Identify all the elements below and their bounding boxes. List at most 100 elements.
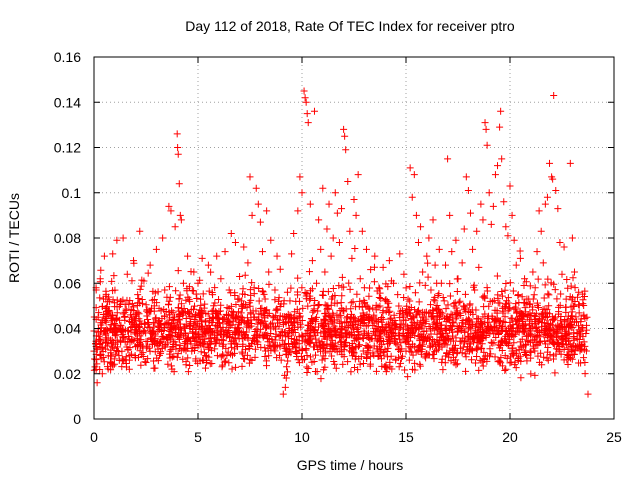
data-point-cloud bbox=[197, 307, 205, 315]
data-point bbox=[568, 234, 576, 242]
data-point-cloud bbox=[445, 353, 453, 361]
data-point-cloud bbox=[101, 327, 109, 335]
data-point-cloud bbox=[250, 334, 258, 342]
data-point-cloud bbox=[276, 303, 284, 311]
data-point-cloud bbox=[532, 325, 540, 333]
data-point-cloud bbox=[395, 302, 403, 310]
y-axis-label: ROTI / TECUs bbox=[6, 193, 22, 283]
data-point-cloud bbox=[135, 295, 143, 303]
data-point-cloud bbox=[446, 280, 454, 288]
data-point-cloud bbox=[415, 298, 423, 306]
data-point-cloud bbox=[225, 323, 233, 331]
data-point-cloud bbox=[485, 318, 493, 326]
data-point bbox=[136, 227, 144, 235]
data-point-cloud bbox=[412, 311, 420, 319]
data-point-cloud bbox=[237, 297, 245, 305]
data-point-cloud bbox=[477, 318, 485, 326]
data-point-cloud bbox=[409, 351, 417, 359]
data-point-cloud bbox=[466, 300, 474, 308]
data-point-cloud bbox=[460, 306, 468, 314]
data-points bbox=[90, 87, 592, 398]
data-point-cloud bbox=[333, 345, 341, 353]
data-point-cloud bbox=[138, 276, 146, 284]
data-point-cloud bbox=[407, 309, 415, 317]
data-point-cloud bbox=[356, 341, 364, 349]
data-point-cloud bbox=[359, 315, 367, 323]
data-point-cloud bbox=[205, 287, 213, 295]
data-point-cloud bbox=[101, 316, 109, 324]
data-point-cloud bbox=[453, 350, 461, 358]
x-tick-label: 5 bbox=[194, 429, 202, 445]
data-point-cloud bbox=[426, 309, 434, 317]
data-point-cloud bbox=[544, 333, 552, 341]
data-point-cloud bbox=[576, 347, 584, 355]
data-point-cloud bbox=[411, 359, 419, 367]
data-point-cloud bbox=[181, 330, 189, 338]
data-point-cloud bbox=[321, 363, 329, 371]
data-point-cloud bbox=[566, 351, 574, 359]
data-point-cloud bbox=[253, 333, 261, 341]
data-point-cloud bbox=[467, 346, 475, 354]
data-point-cloud bbox=[439, 293, 447, 301]
data-point-cloud bbox=[135, 310, 143, 318]
data-point-cloud bbox=[480, 329, 488, 337]
data-point bbox=[367, 266, 375, 274]
data-point-cloud bbox=[130, 259, 138, 267]
data-point-cloud bbox=[382, 363, 390, 371]
data-point-cloud bbox=[390, 311, 398, 319]
data-point-cloud bbox=[488, 324, 496, 332]
data-point-cloud bbox=[464, 307, 472, 315]
data-point bbox=[271, 286, 279, 294]
data-point-cloud bbox=[113, 309, 121, 317]
data-point bbox=[341, 132, 349, 140]
data-point bbox=[213, 252, 221, 260]
data-point-cloud bbox=[559, 335, 567, 343]
data-point-cloud bbox=[96, 294, 104, 302]
data-point-cloud bbox=[536, 358, 544, 366]
data-point-cloud bbox=[553, 295, 561, 303]
data-point-cloud bbox=[348, 315, 356, 323]
data-point-cloud bbox=[276, 265, 284, 273]
data-point-cloud bbox=[128, 337, 136, 345]
data-point-cloud bbox=[146, 307, 154, 315]
data-point-cloud bbox=[232, 301, 240, 309]
data-point-cloud bbox=[575, 301, 583, 309]
data-point-cloud bbox=[475, 366, 483, 374]
data-point bbox=[304, 119, 312, 127]
x-tick-label: 15 bbox=[398, 429, 414, 445]
data-point-cloud bbox=[283, 368, 291, 376]
data-point-cloud bbox=[166, 333, 174, 341]
data-point-cloud bbox=[182, 296, 190, 304]
data-point-cloud bbox=[387, 277, 395, 285]
data-point-cloud bbox=[565, 330, 573, 338]
data-point bbox=[123, 270, 131, 278]
data-point-cloud bbox=[387, 314, 395, 322]
data-point-cloud bbox=[370, 311, 378, 319]
data-point bbox=[313, 279, 321, 287]
data-point-cloud bbox=[201, 318, 209, 326]
data-point-cloud bbox=[144, 355, 152, 363]
data-point-cloud bbox=[496, 344, 504, 352]
data-point-cloud bbox=[430, 350, 438, 358]
data-point-cloud bbox=[328, 352, 336, 360]
data-point-cloud bbox=[210, 302, 218, 310]
data-point bbox=[325, 200, 333, 208]
data-point-cloud bbox=[405, 356, 413, 364]
data-point-cloud bbox=[517, 344, 525, 352]
data-point-cloud bbox=[243, 304, 251, 312]
data-point-cloud bbox=[382, 368, 390, 376]
data-point-cloud bbox=[239, 340, 247, 348]
data-point-cloud bbox=[186, 361, 194, 369]
data-point-cloud bbox=[330, 322, 338, 330]
data-point-cloud bbox=[235, 324, 243, 332]
data-point-cloud bbox=[386, 338, 394, 346]
data-point-cloud bbox=[126, 311, 134, 319]
data-point bbox=[508, 211, 516, 219]
data-point-cloud bbox=[170, 352, 178, 360]
data-point-cloud bbox=[183, 287, 191, 295]
data-point-cloud bbox=[384, 344, 392, 352]
data-point-cloud bbox=[547, 279, 555, 287]
data-point-cloud bbox=[329, 284, 337, 292]
data-point bbox=[327, 252, 335, 260]
data-point-cloud bbox=[96, 343, 104, 351]
